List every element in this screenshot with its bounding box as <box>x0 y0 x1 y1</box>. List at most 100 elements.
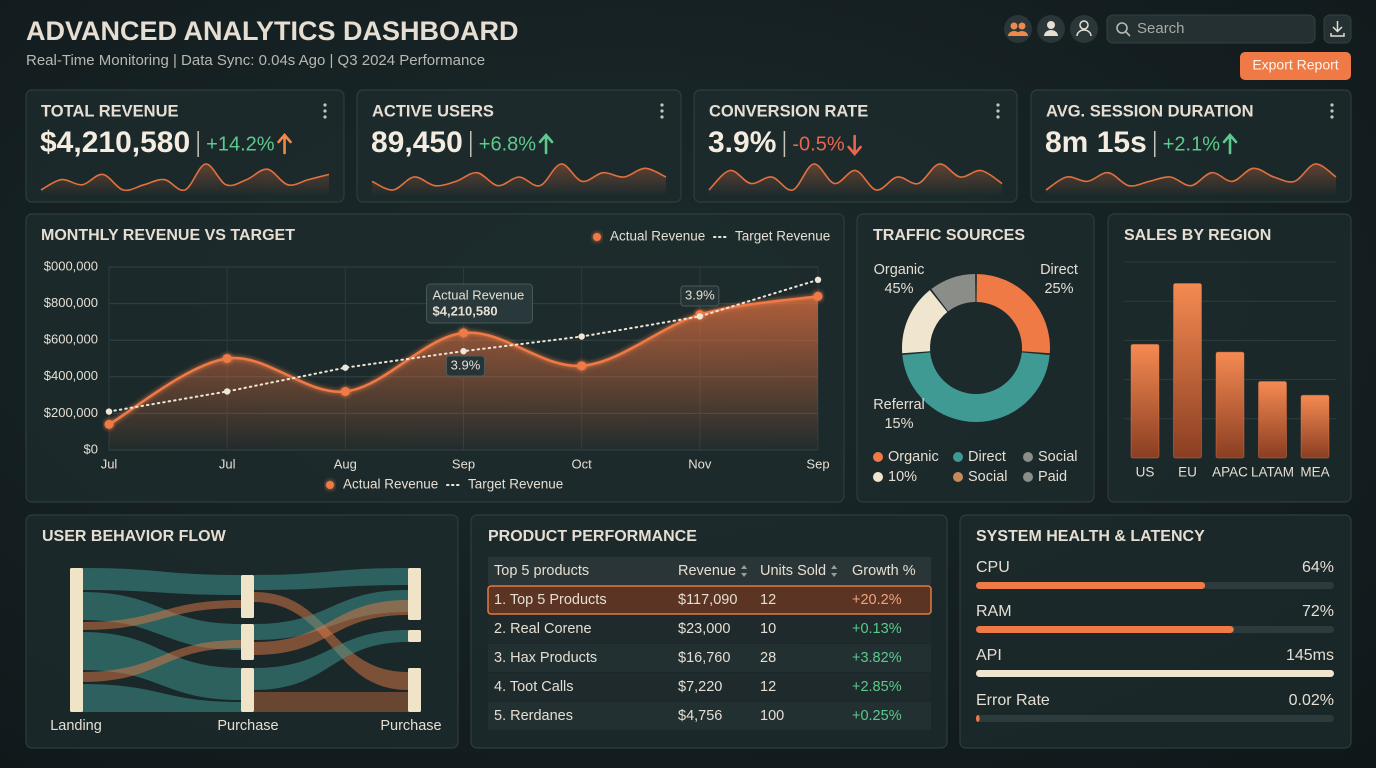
x-tick-label: US <box>1136 465 1155 480</box>
table-cell: +0.13% <box>852 621 902 637</box>
actual-point <box>577 361 587 371</box>
flow-band <box>82 632 241 700</box>
legend-swatch <box>953 452 963 462</box>
kpi-sparkline <box>1045 163 1337 191</box>
donut-callout-value: 25% <box>1044 281 1073 297</box>
search-placeholder: Search <box>1137 20 1185 37</box>
flow-node <box>408 668 421 712</box>
x-tick-label: MEA <box>1300 465 1329 480</box>
y-tick-label: $800,000 <box>44 295 98 310</box>
search-icon-handle <box>1125 31 1131 37</box>
kpi-change: +6.8% <box>479 133 536 155</box>
kpi-sparkline-area <box>372 163 666 196</box>
kpi-menu-dot <box>1330 115 1334 119</box>
flow-band <box>82 568 241 595</box>
account-icon-head <box>1079 20 1089 30</box>
legend-swatch <box>873 472 883 482</box>
annotation: 3.9% <box>685 287 715 302</box>
table-cell: +3.82% <box>852 650 902 666</box>
legend-swatch <box>593 233 601 241</box>
table-cell: 28 <box>760 650 776 666</box>
flow-node-label: Landing <box>50 718 102 734</box>
flow-band <box>82 600 241 630</box>
kpi-arrow <box>538 133 554 155</box>
legend-swatch <box>1023 472 1033 482</box>
metric-label: RAM <box>976 603 1012 620</box>
panel <box>856 213 1095 503</box>
kpi-title: AVG. SESSION DURATION <box>1046 102 1254 120</box>
sort-icon[interactable] <box>831 565 838 577</box>
search-box[interactable] <box>1106 14 1316 44</box>
kpi-menu-dot <box>996 115 1000 119</box>
flow-band <box>82 592 241 650</box>
flow-node-label: Purchase <box>217 718 278 734</box>
metric-bar <box>976 582 1206 589</box>
kpi-menu-dot <box>323 115 327 119</box>
flow-node <box>70 568 83 712</box>
kpi-value: $4,210,580 <box>40 126 190 159</box>
flow-band <box>254 590 408 640</box>
tooltip-title: Actual Revenue <box>433 287 525 302</box>
flow-node <box>408 630 421 642</box>
profile-icon-body <box>1044 30 1058 36</box>
page-title: ADVANCED ANALYTICS DASHBOARD <box>26 16 519 46</box>
flow-band <box>82 684 241 712</box>
table-header: Top 5 products <box>494 563 589 579</box>
target-point <box>460 347 467 355</box>
target-point <box>105 408 113 415</box>
kpi-menu-dot <box>660 103 664 107</box>
panel-title: USER BEHAVIOR FLOW <box>42 528 227 545</box>
table-cell: 2. Real Corene <box>494 621 592 637</box>
panel-title: MONTHLY REVENUE VS TARGET <box>41 227 295 244</box>
actual-point <box>459 328 468 338</box>
kpi-value: 3.9% <box>708 126 776 159</box>
legend-label: 10% <box>888 469 917 485</box>
legend-label: Paid <box>1038 469 1067 485</box>
kpi-menu-dot <box>1330 109 1334 113</box>
account-icon-body <box>1076 29 1092 37</box>
sort-icon[interactable] <box>741 565 748 577</box>
table-cell: 3. Hax Products <box>494 650 597 666</box>
bar <box>1258 381 1287 459</box>
donut-callout-value: 45% <box>884 281 913 297</box>
kpi-change: +2.1% <box>1163 133 1220 155</box>
kpi-menu-dot <box>323 103 327 107</box>
legend-swatch <box>873 452 883 462</box>
target-point <box>578 333 585 340</box>
table-row-bg <box>488 644 931 672</box>
kpi-sparkline <box>40 163 330 192</box>
user-icons[interactable] <box>1004 15 1098 43</box>
metric-bar <box>976 715 980 722</box>
kpi-title: CONVERSION RATE <box>709 102 868 120</box>
kpi-menu-dot <box>660 109 664 113</box>
table-cell: $7,220 <box>678 679 722 695</box>
target-point <box>223 388 231 395</box>
donut-segment <box>902 290 948 354</box>
table-cell: +0.25% <box>852 708 902 724</box>
flow-node-label: Purchase <box>380 718 441 734</box>
tooltip-box <box>426 283 533 324</box>
table-cell: +20.2% <box>852 592 902 608</box>
kpi-title: TOTAL REVENUE <box>41 102 179 120</box>
x-tick-label: Jul <box>219 456 236 471</box>
table-row-bg <box>488 673 931 701</box>
donut-callout-name: Referral <box>873 397 925 413</box>
y-tick-label: $600,000 <box>44 332 98 347</box>
kpi-sparkline-area <box>41 163 329 196</box>
table-cell: 5. Rerdanes <box>494 708 573 724</box>
donut-callout-value: 15% <box>884 416 913 432</box>
metric-value: 0.02% <box>1289 692 1334 709</box>
metric-label: CPU <box>976 559 1010 576</box>
table-cell: $16,760 <box>678 650 730 666</box>
kpi-sparkline-area <box>709 163 1002 196</box>
team-icon[interactable] <box>1004 15 1032 43</box>
flow-node <box>241 624 254 660</box>
x-tick-label: Oct <box>572 456 593 471</box>
metric-value: 145ms <box>1286 647 1334 664</box>
table-cell: $23,000 <box>678 621 730 637</box>
legend-label: Target Revenue <box>735 229 830 244</box>
y-tick-label: $0 <box>84 441 98 456</box>
legend-label: Social <box>1038 449 1078 465</box>
table-cell: 12 <box>760 679 776 695</box>
export-button[interactable] <box>1240 52 1351 80</box>
